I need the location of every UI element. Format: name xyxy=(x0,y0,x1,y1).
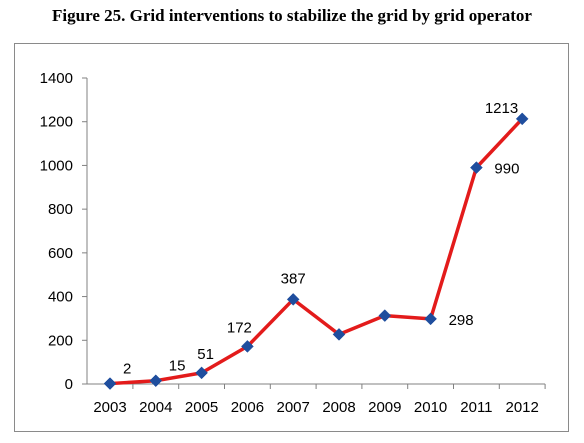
data-label: 51 xyxy=(197,346,214,363)
y-tick-label: 1000 xyxy=(40,157,73,174)
x-tick-label: 2010 xyxy=(414,399,447,416)
data-point-marker xyxy=(332,328,346,341)
data-label: 990 xyxy=(494,161,519,178)
data-point-marker xyxy=(195,366,208,380)
data-label: 387 xyxy=(281,270,306,287)
data-point-marker xyxy=(103,377,117,390)
x-tick-label: 2008 xyxy=(322,399,355,416)
figure-title: Figure 25. Grid interventions to stabili… xyxy=(52,6,532,25)
x-tick-label: 2004 xyxy=(139,399,172,416)
x-tick-label: 2012 xyxy=(506,399,539,416)
data-point-marker xyxy=(378,309,392,322)
data-label: 2 xyxy=(123,361,131,378)
data-point-marker xyxy=(470,161,483,174)
x-tick-label: 2009 xyxy=(368,399,401,416)
data-point-marker xyxy=(241,340,254,353)
data-label: 172 xyxy=(227,319,252,336)
data-label: 298 xyxy=(449,312,474,329)
y-tick-label: 200 xyxy=(48,332,73,349)
data-point-marker xyxy=(286,293,300,306)
y-tick-label: 400 xyxy=(48,289,73,306)
y-tick-label: 1400 xyxy=(40,70,73,87)
data-label: 15 xyxy=(169,358,186,375)
x-tick-label: 2003 xyxy=(93,399,126,416)
y-tick-label: 0 xyxy=(65,376,73,393)
y-tick-label: 600 xyxy=(48,245,73,262)
data-label: 1213 xyxy=(485,100,518,117)
chart-frame xyxy=(14,43,569,432)
series-line xyxy=(109,117,524,386)
x-tick-label: 2005 xyxy=(185,399,218,416)
data-point-marker xyxy=(149,374,163,388)
data-point-marker xyxy=(515,112,529,126)
data-point-marker xyxy=(424,312,437,326)
x-tick-label: 2006 xyxy=(231,399,264,416)
y-tick-label: 800 xyxy=(48,201,73,218)
y-tick-label: 1200 xyxy=(40,114,73,131)
x-tick-label: 2007 xyxy=(277,399,310,416)
x-tick-label: 2011 xyxy=(460,399,492,416)
